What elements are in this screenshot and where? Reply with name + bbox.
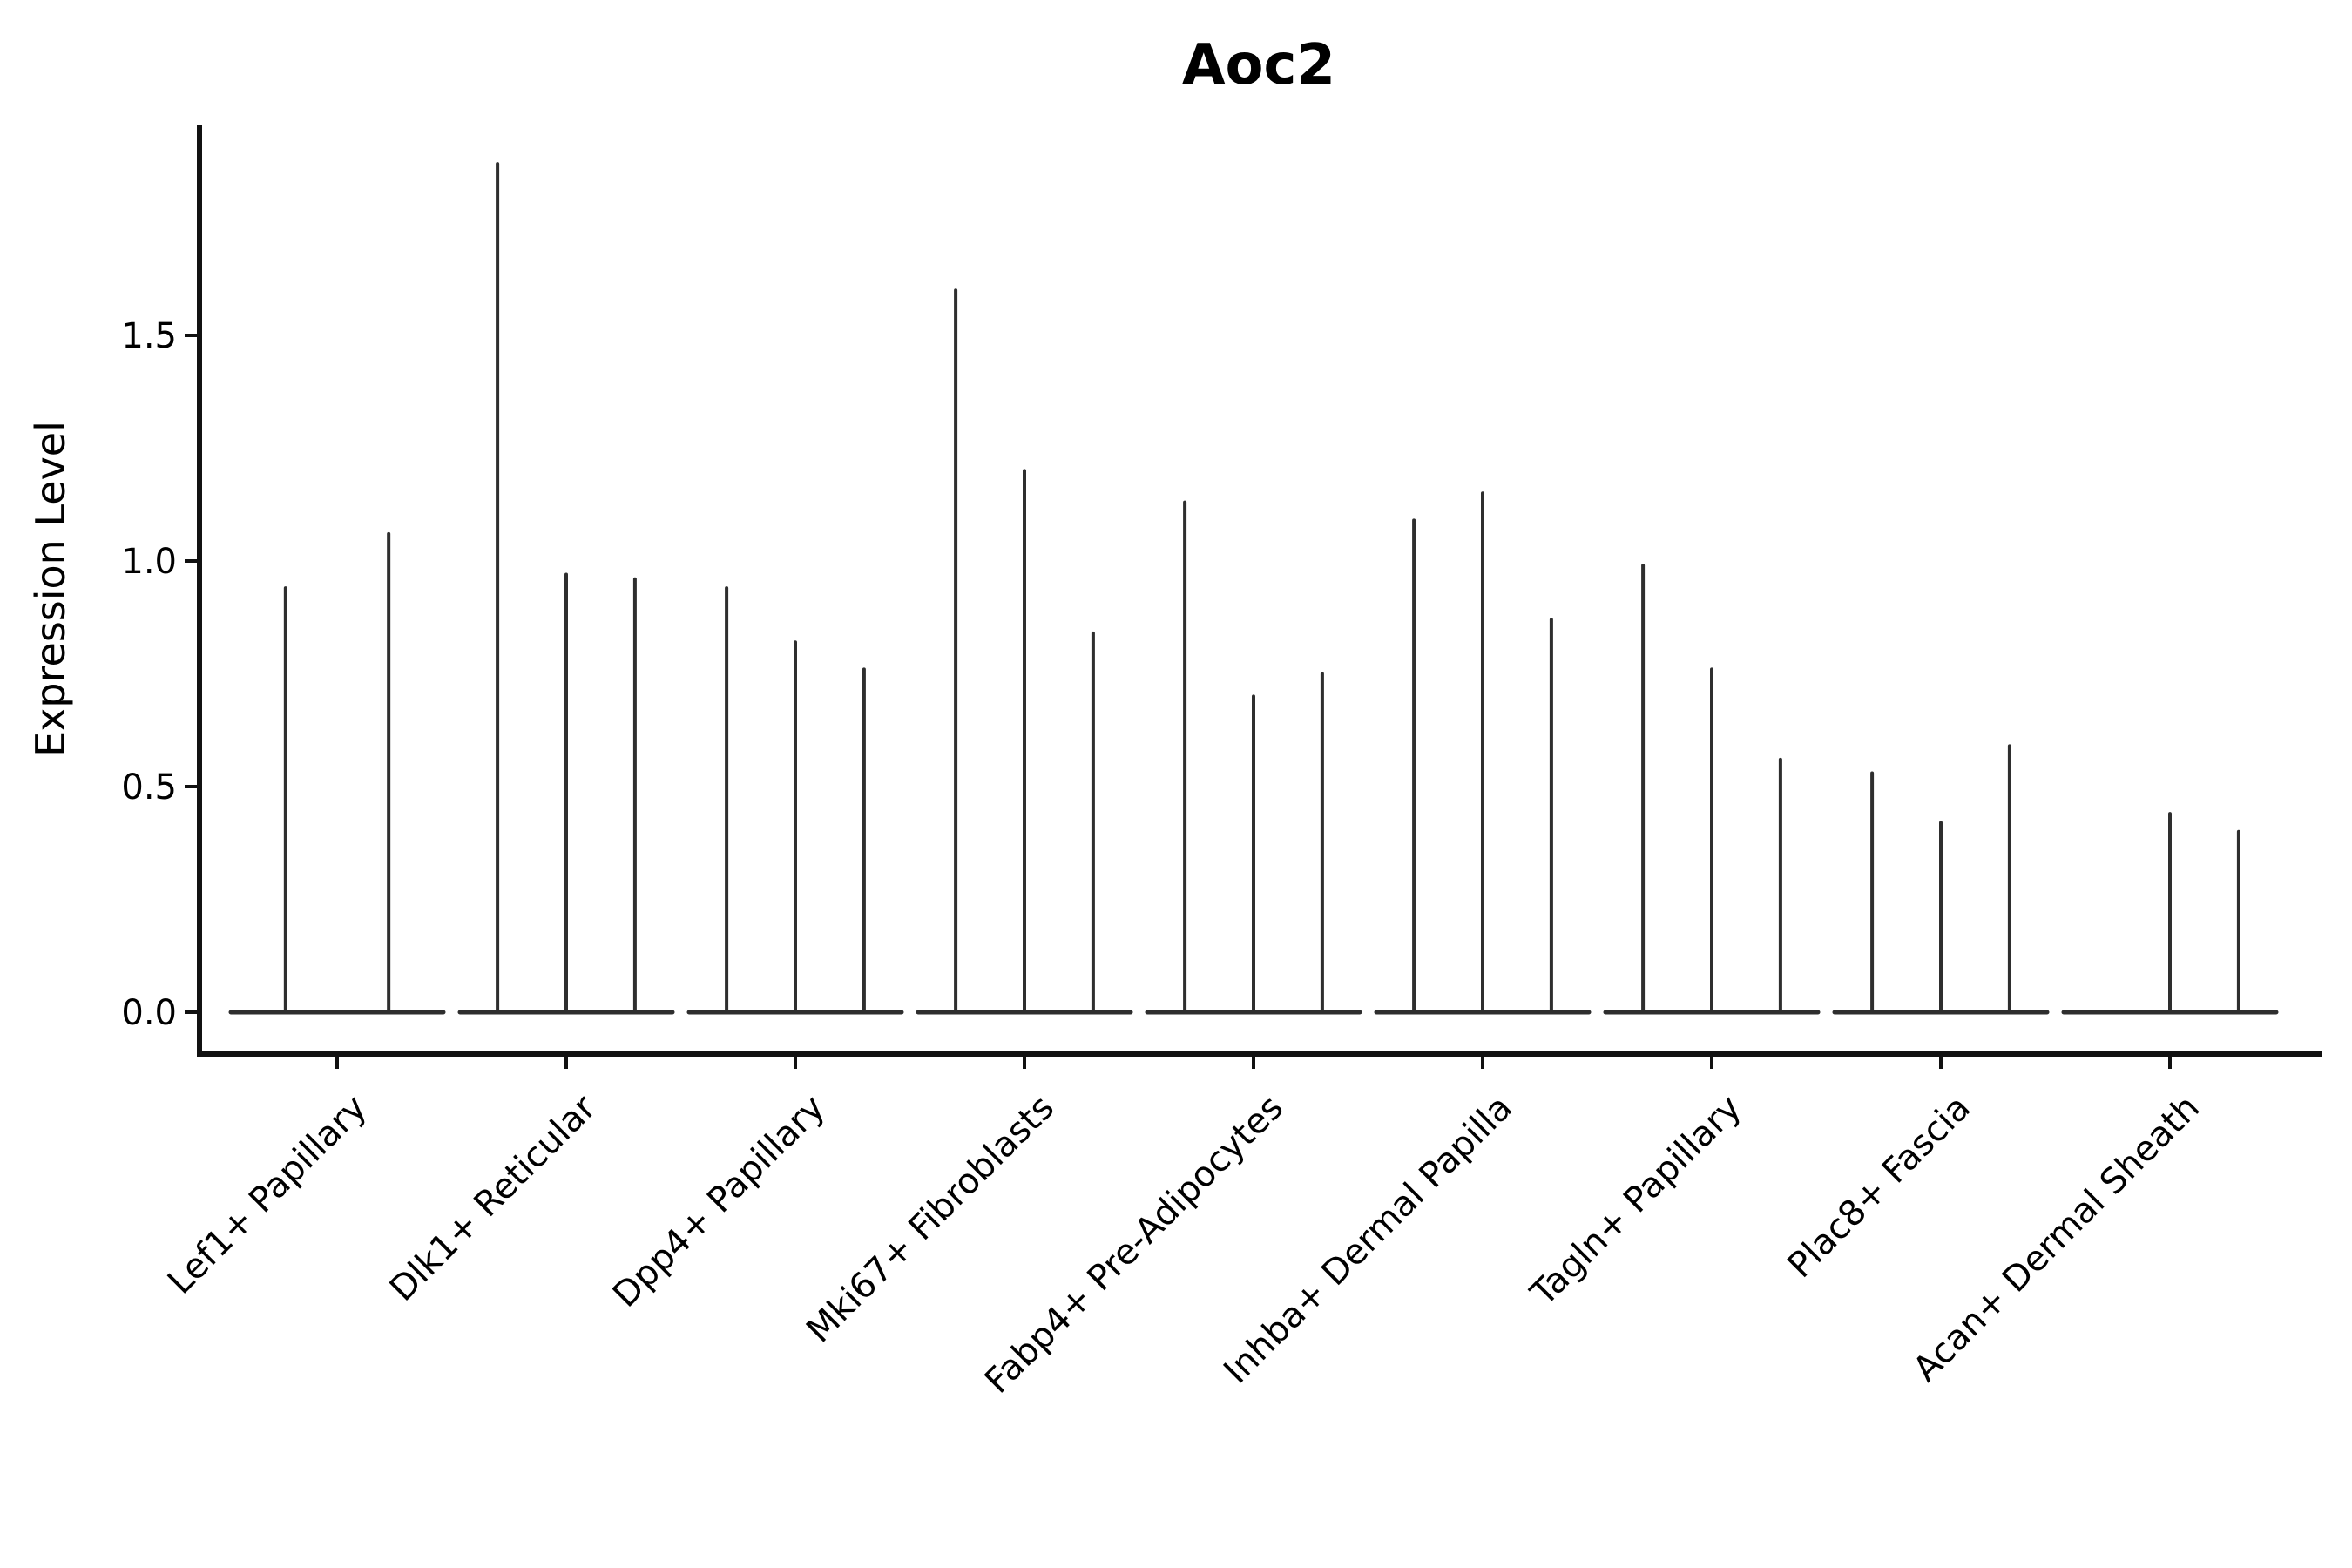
y-tick-label: 0.5 — [121, 767, 177, 808]
chart-title: Aoc2 — [1182, 33, 1335, 98]
x-tick-label: Mki67+ Fibroblasts — [799, 1088, 1062, 1351]
x-tick-label: Plac8+ Fascia — [1781, 1088, 1979, 1287]
x-tick-label: Lef1+ Papillary — [160, 1088, 375, 1302]
x-tick-label: Dpp4+ Papillary — [605, 1088, 833, 1315]
y-tick-label: 1.0 — [121, 542, 177, 582]
x-tick-label: Dlk1+ Reticular — [382, 1087, 605, 1309]
y-axis-label: Expression Level — [27, 421, 74, 757]
y-tick-label: 1.5 — [121, 316, 177, 356]
plot-generated-layer: 0.0 0.5 1.0 1.5 Lef1+ Papillary Dlk1+ Reticul… — [121, 125, 2322, 1402]
y-tick-label: 0.0 — [121, 993, 177, 1033]
x-tick-label: Tagln+ Papillary — [1523, 1088, 1749, 1315]
